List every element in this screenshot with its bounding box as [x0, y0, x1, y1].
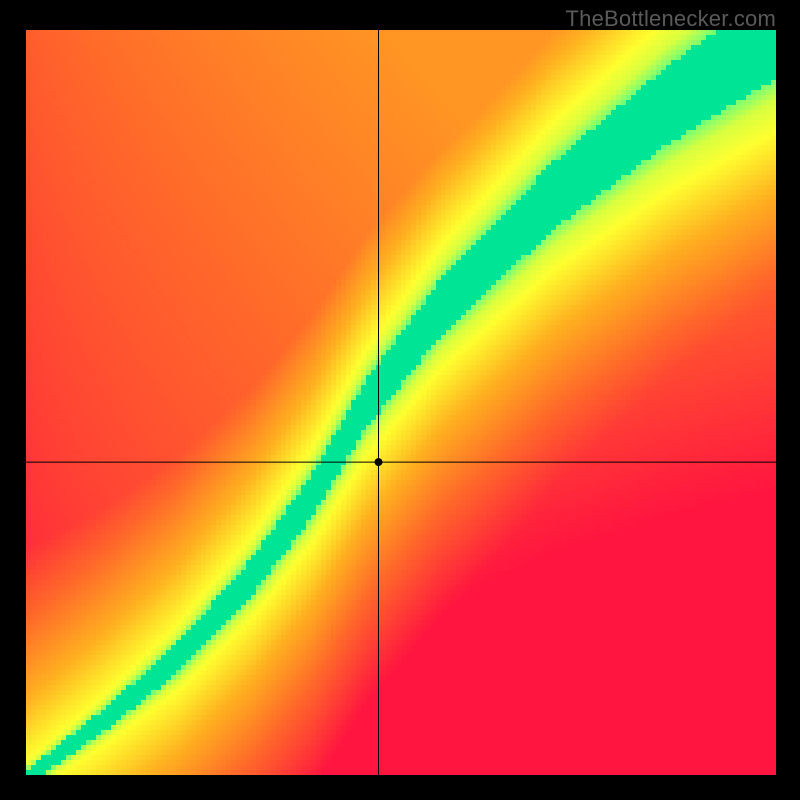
chart-container: TheBottlenecker.com: [0, 0, 800, 800]
bottleneck-heatmap: [26, 30, 776, 775]
watermark-text: TheBottlenecker.com: [566, 6, 776, 32]
